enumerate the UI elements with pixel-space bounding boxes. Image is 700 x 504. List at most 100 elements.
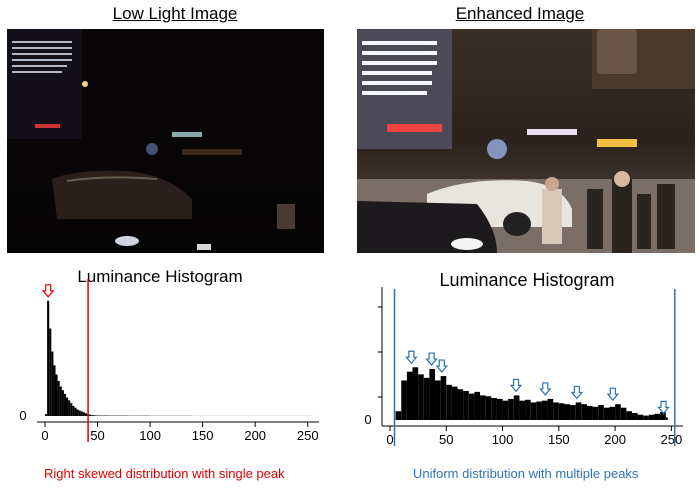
histogram-bar	[513, 395, 520, 420]
y-tick-label: 0	[364, 412, 371, 427]
histogram-bar	[581, 404, 587, 420]
histogram-bar	[91, 415, 94, 416]
histogram-bar	[89, 414, 92, 416]
histogram-bar	[631, 412, 638, 420]
histogram-bar	[648, 414, 655, 420]
histogram-bar	[592, 406, 599, 420]
x-tick-label: 200	[244, 428, 266, 443]
histogram-bar	[665, 417, 668, 420]
histogram-bar	[55, 374, 58, 416]
histogram-bar	[536, 401, 542, 420]
histogram-bar	[547, 398, 554, 420]
histogram-bar	[82, 412, 85, 416]
histogram-bar	[74, 407, 77, 416]
right-histogram-title: Luminance Histogram	[439, 270, 614, 290]
enhanced-histogram: Luminance Histogram 0 50 100 150 200 250 0	[364, 270, 683, 447]
histogram-bar	[502, 400, 509, 420]
histogram-bar	[440, 376, 447, 420]
histogram-bar	[78, 410, 81, 416]
x-tick-label: 0	[386, 432, 393, 447]
peak-arrow	[405, 350, 418, 365]
histogram-bar	[451, 386, 458, 420]
x-tick-label: 50	[439, 432, 453, 447]
peak-arrow	[539, 382, 552, 396]
right-caption: Uniform distribution with multiple peaks	[413, 466, 639, 481]
histogram-bar	[47, 300, 50, 416]
peak-arrow	[41, 284, 55, 298]
left-histogram-title: Luminance Histogram	[77, 267, 242, 286]
histogram-bar	[412, 367, 419, 420]
histogram-bar	[93, 415, 96, 416]
histogram-bar	[553, 402, 559, 420]
enhanced-photo	[357, 29, 695, 253]
histogram-bar	[418, 374, 424, 420]
histogram-bar	[76, 409, 79, 416]
histogram-bar	[72, 405, 75, 416]
histogram-bar	[598, 405, 604, 420]
histogram-bar	[70, 403, 73, 416]
low-light-histogram: Luminance Histogram 0 50 100 150 200 250 0	[19, 267, 319, 443]
histogram-bar	[626, 411, 632, 420]
peak-arrow	[606, 387, 620, 402]
histogram-bar	[457, 389, 464, 420]
y-tick-label: 0	[19, 408, 26, 423]
histogram-bar	[95, 415, 98, 416]
histogram-bar	[620, 407, 627, 420]
histogram-bar	[575, 402, 582, 420]
histogram-bar	[84, 413, 88, 416]
histogram-bar	[406, 371, 413, 420]
histogram-bar	[609, 406, 616, 420]
histogram-bar	[53, 365, 56, 416]
histogram-bar	[468, 393, 475, 420]
histogram-bar	[603, 407, 610, 420]
histogram-bar	[525, 399, 531, 420]
histogram-bar	[429, 369, 436, 420]
histogram-bar	[530, 402, 537, 420]
x-tick-label: 250	[297, 428, 319, 443]
x-tick-label: 100	[492, 432, 514, 447]
histogram-bar	[474, 391, 481, 420]
histogram-bar	[508, 398, 514, 420]
x-tick-label: 50	[90, 428, 104, 443]
histogram-bar	[401, 380, 407, 420]
histogram-bar	[637, 414, 644, 420]
histogram-bar	[570, 405, 576, 420]
histogram-bar	[496, 398, 503, 420]
histogram-bar	[66, 397, 69, 416]
peak-arrow	[425, 352, 438, 366]
low-light-photo	[7, 29, 324, 253]
histogram-bar	[654, 413, 661, 420]
peak-arrow	[509, 378, 523, 393]
histogram-bar	[57, 380, 60, 416]
x-tick-label: 250	[661, 432, 683, 447]
histogram-bar	[395, 411, 402, 420]
left-panel-title: Low Light Image	[112, 4, 238, 23]
histogram-bar	[491, 398, 497, 420]
x-tick-label: 100	[139, 428, 161, 443]
left-caption: Right skewed distribution with single pe…	[44, 466, 285, 481]
peak-arrow	[570, 385, 584, 400]
histogram-bar	[49, 328, 52, 416]
histogram-bar	[558, 403, 565, 420]
histogram-bar	[435, 380, 441, 420]
x-tick-label: 200	[604, 432, 626, 447]
histogram-bar	[446, 384, 452, 420]
peak-arrow	[435, 359, 449, 374]
histogram-bar	[480, 395, 486, 420]
histogram-bar	[59, 386, 62, 416]
x-tick-label: 150	[548, 432, 570, 447]
histogram-bar	[68, 400, 71, 416]
histogram-bar	[615, 404, 621, 420]
histogram-bar	[541, 400, 548, 420]
histogram-bar	[51, 351, 54, 416]
histogram-bar	[63, 393, 67, 416]
x-tick-label: 0	[41, 428, 48, 443]
right-panel-title: Enhanced Image	[455, 4, 585, 23]
histogram-bar	[660, 412, 666, 420]
histogram-bar	[80, 411, 83, 416]
histogram-bar	[643, 415, 649, 420]
histogram-bar	[564, 404, 571, 420]
histogram-bar	[586, 405, 593, 420]
histogram-bar	[485, 396, 492, 420]
x-tick-label: 150	[192, 428, 214, 443]
